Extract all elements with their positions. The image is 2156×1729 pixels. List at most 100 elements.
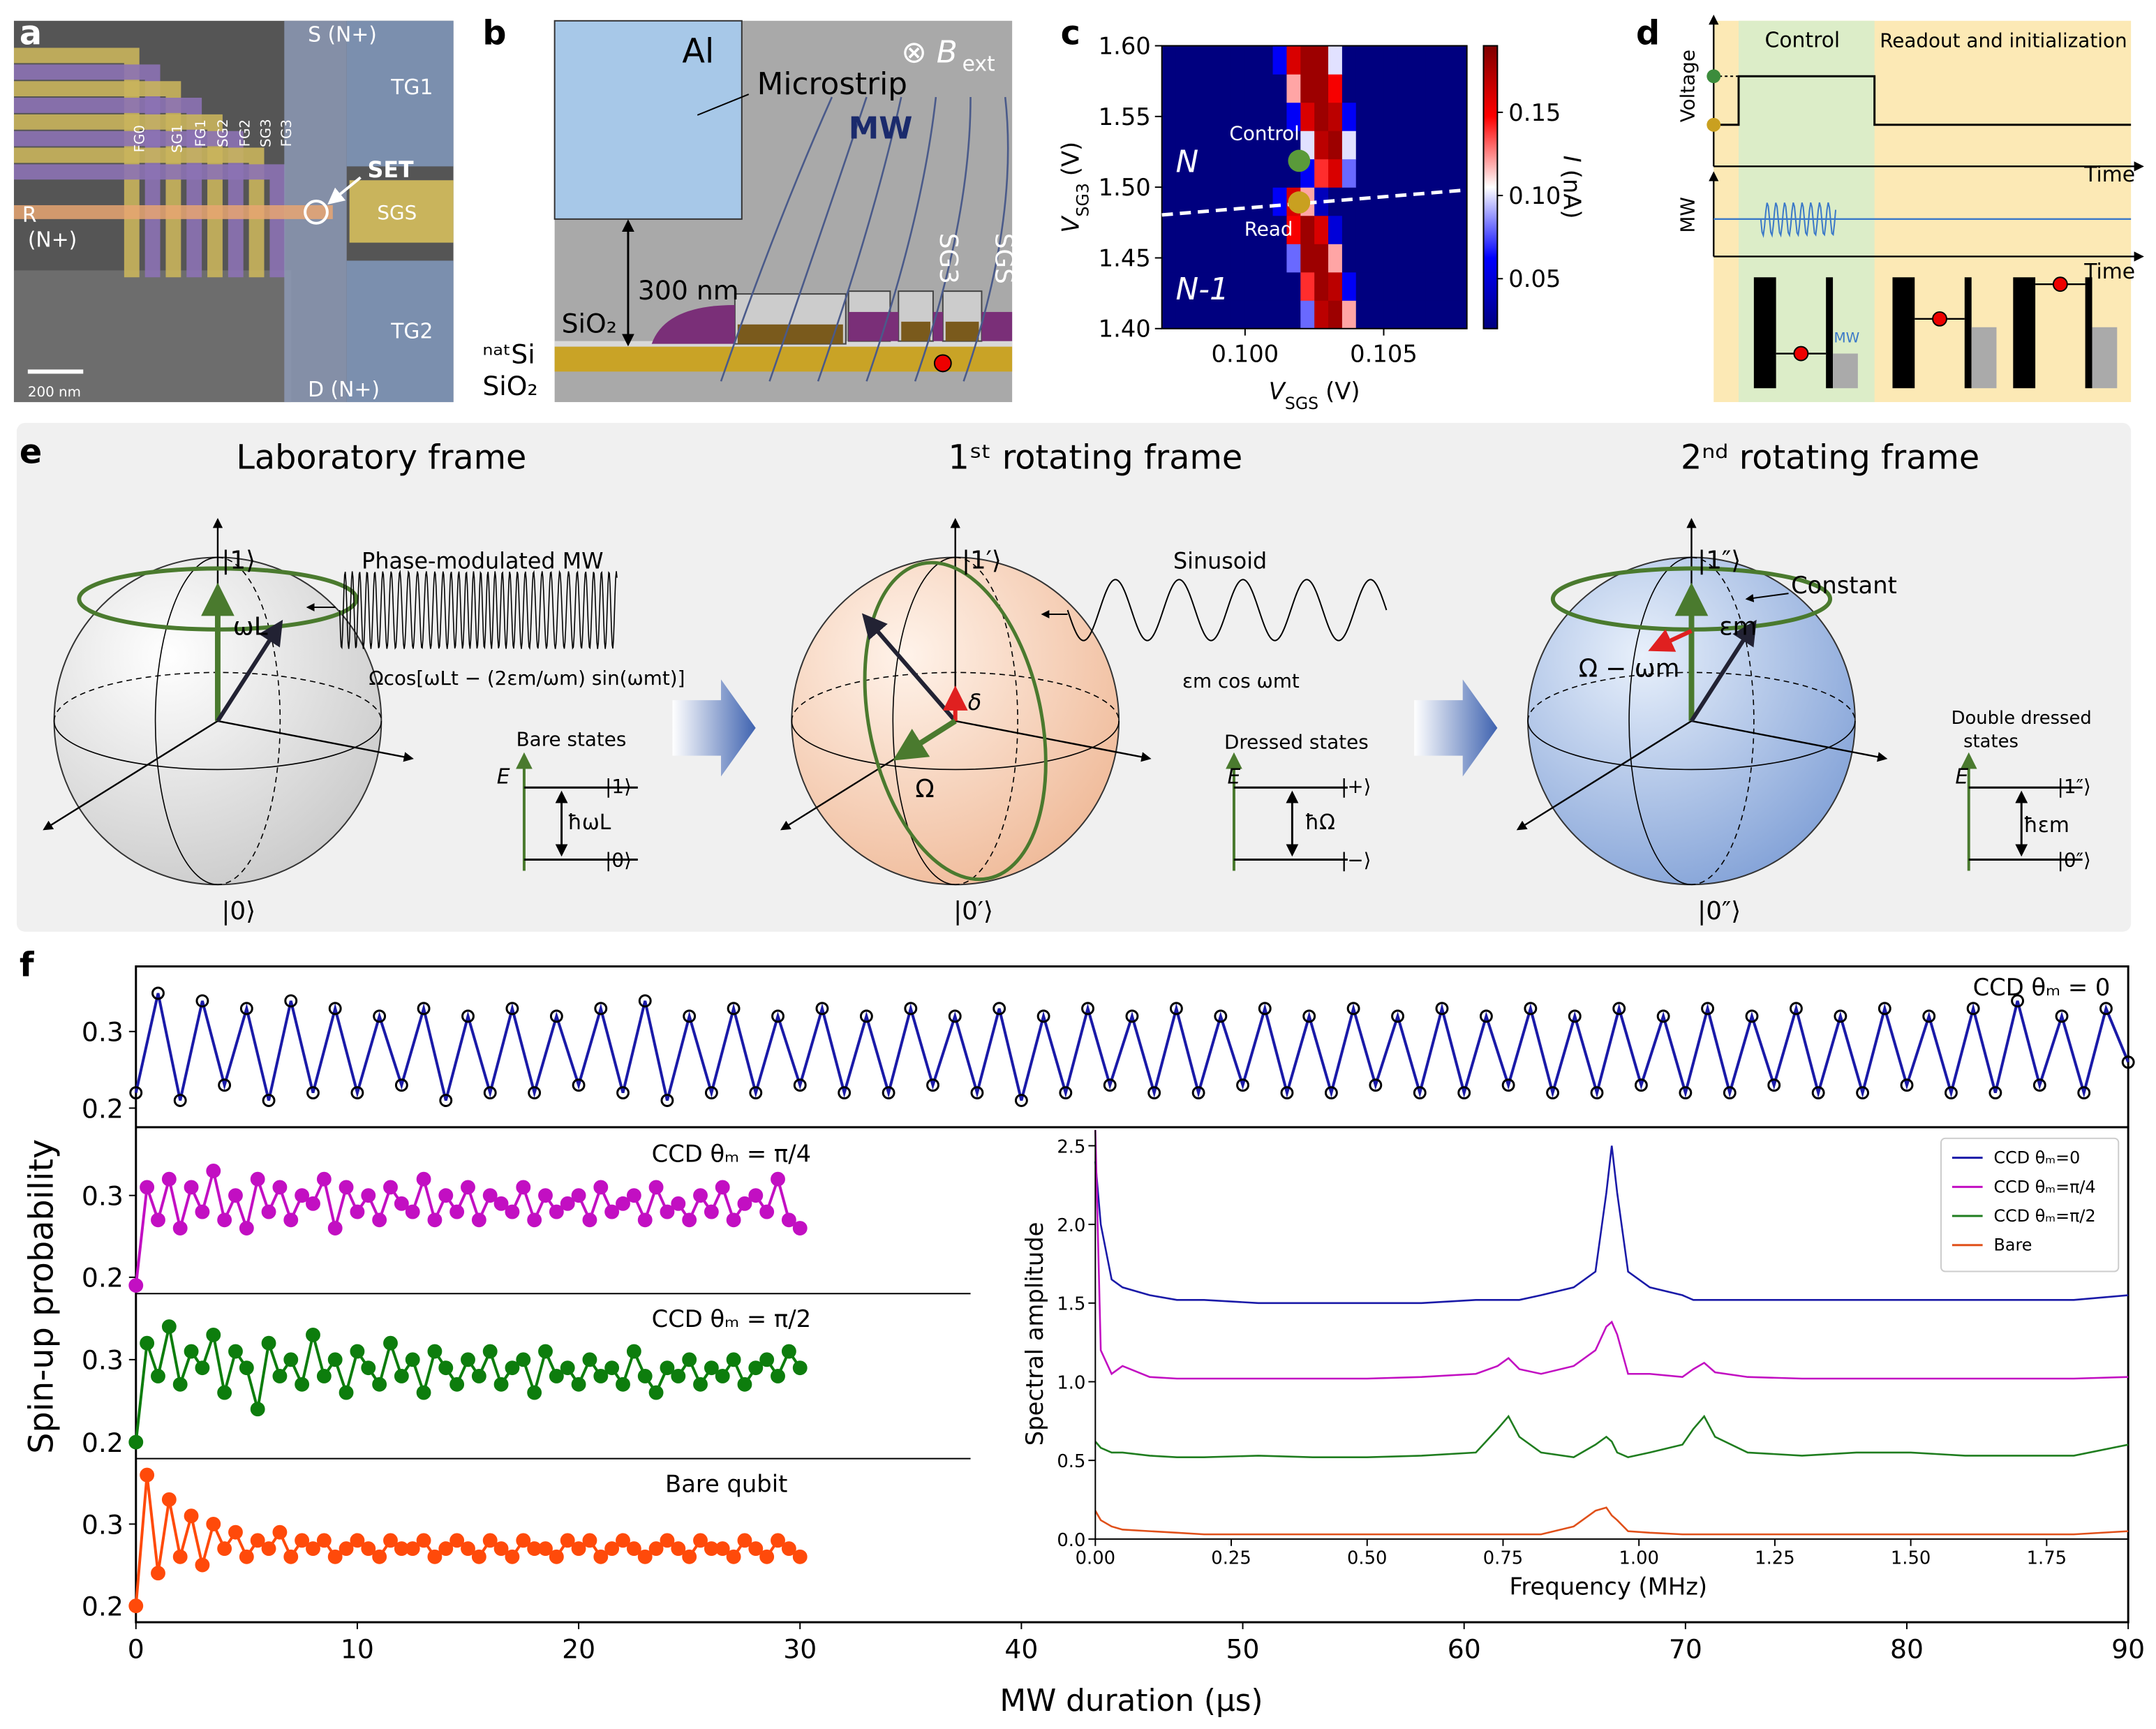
heatmap-cell	[1300, 244, 1315, 273]
data-point	[571, 1541, 586, 1557]
data-point	[594, 1002, 608, 1016]
heatmap-cell	[1258, 102, 1274, 131]
heatmap-cell	[1369, 300, 1385, 329]
heatmap-cell	[1397, 131, 1412, 160]
data-point	[616, 1376, 630, 1392]
heatmap-cell	[1286, 102, 1301, 131]
heatmap-cell	[1272, 244, 1288, 273]
heatmap-cell	[1272, 74, 1288, 103]
heatmap-cell	[1328, 187, 1343, 216]
data-point	[560, 1196, 575, 1211]
heatmap-cell	[1383, 187, 1398, 216]
data-point	[693, 1188, 708, 1203]
shape	[13, 98, 202, 278]
heatmap-cell	[1397, 74, 1412, 103]
label: TG1	[390, 75, 433, 100]
heatmap-cell	[1328, 244, 1343, 273]
data-point	[538, 1344, 553, 1359]
data-point	[140, 1467, 155, 1483]
heatmap-cell	[1272, 45, 1288, 75]
data-point	[350, 1086, 364, 1099]
heatmap-cell	[1286, 244, 1301, 273]
heatmap-cell	[1231, 272, 1246, 301]
label: εm	[1719, 613, 1757, 641]
heatmap-cell	[1244, 158, 1260, 188]
heatmap-cell	[1272, 187, 1288, 216]
label: S (N+)	[308, 23, 377, 47]
heatmap-cell	[1189, 244, 1204, 273]
axis-label-part: SG3	[1073, 183, 1092, 216]
chart-title: CCD θₘ = π/4	[652, 1141, 811, 1168]
heatmap-cell	[1369, 244, 1385, 273]
data-point	[195, 1557, 210, 1573]
data-point	[272, 1524, 288, 1540]
label: FG3	[278, 119, 295, 147]
data-point	[1524, 1002, 1538, 1016]
y-axis-label: Spin-up probability	[23, 1139, 61, 1454]
data-point	[262, 1094, 276, 1107]
colorbar-tick-label: 0.10	[1508, 182, 1561, 209]
data-point	[781, 1344, 796, 1359]
electron	[933, 354, 952, 373]
heatmap-cell	[1175, 131, 1190, 160]
heatmap-cell	[1411, 158, 1426, 188]
data-point	[416, 1533, 431, 1548]
heatmap-cell	[1272, 131, 1288, 160]
data-point	[1280, 1086, 1294, 1099]
legend-entry: CCD θₘ=0	[1993, 1148, 2080, 1168]
heatmap-cell	[1411, 300, 1426, 329]
data-point	[228, 1524, 243, 1540]
data-point	[771, 1533, 785, 1548]
heatmap-cell	[1300, 45, 1315, 75]
data-point	[405, 1541, 420, 1557]
label: Phase-modulated MW	[362, 549, 603, 574]
data-point	[759, 1352, 775, 1367]
data-point	[582, 1352, 597, 1367]
x-axis-label: Frequency (MHz)	[1509, 1573, 1707, 1600]
region	[981, 311, 1013, 341]
label: ext	[962, 52, 995, 76]
heatmap-cell	[1355, 74, 1371, 103]
data-point	[350, 1344, 365, 1359]
heatmap-cell	[1452, 74, 1468, 103]
data-point	[2032, 1078, 2046, 1092]
data-point	[482, 1188, 498, 1203]
data-point	[295, 1188, 310, 1203]
data-point	[792, 1549, 808, 1564]
heatmap-cell	[1411, 272, 1426, 301]
y-tick-label: 1.60	[1099, 32, 1151, 59]
heatmap-cell	[1369, 131, 1385, 160]
heatmap-cell	[1175, 187, 1190, 216]
heatmap-cell	[1314, 215, 1329, 244]
dot	[1707, 69, 1721, 84]
data-point	[217, 1212, 232, 1228]
data-point	[405, 1352, 420, 1367]
data-point	[129, 1086, 143, 1099]
x-tick-label: 70	[1669, 1634, 1702, 1665]
heatmap-cell	[1231, 102, 1246, 131]
data-point	[339, 1541, 354, 1557]
data-point	[438, 1541, 454, 1557]
heatmap-cell	[1355, 300, 1371, 329]
label: Time	[2083, 163, 2135, 187]
line	[697, 94, 750, 116]
label: |1″⟩	[1697, 546, 1741, 574]
data-point	[217, 1385, 232, 1400]
heatmap-cell	[1203, 74, 1218, 103]
heatmap-cell	[1452, 158, 1468, 188]
heatmap-cell	[1328, 102, 1343, 131]
data-point	[781, 1541, 796, 1557]
data-point	[715, 1369, 730, 1383]
data-point	[560, 1360, 575, 1376]
data-point	[239, 1360, 254, 1376]
heatmap-cell	[1369, 215, 1385, 244]
heatmap-cell	[1355, 244, 1371, 273]
data-point	[172, 1221, 188, 1235]
data-point	[151, 1566, 165, 1581]
data-point	[638, 994, 652, 1008]
data-point	[339, 1385, 354, 1400]
heatmap-cell	[1383, 215, 1398, 244]
y-tick-label: 1.40	[1099, 316, 1151, 343]
shape	[13, 147, 265, 278]
data-point	[461, 1009, 475, 1023]
